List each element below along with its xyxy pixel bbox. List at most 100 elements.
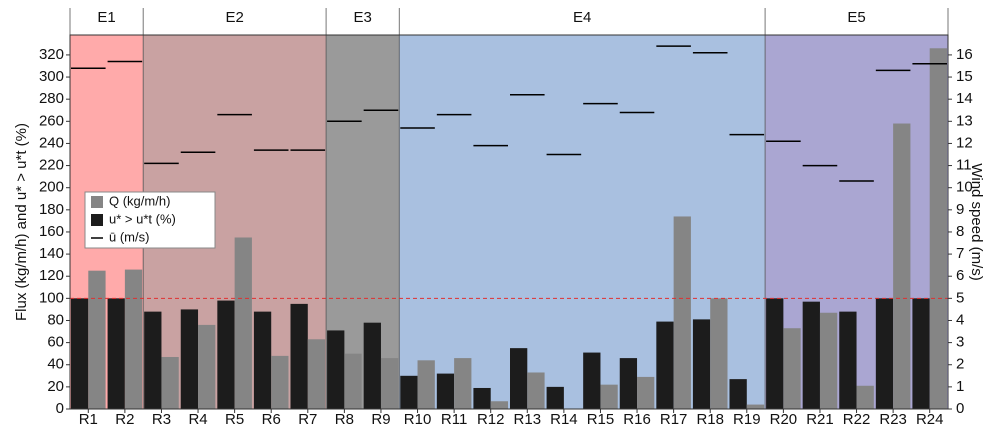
y-tick-label: 40 <box>47 356 64 373</box>
x-tick-label: R6 <box>262 411 281 428</box>
x-tick-label: R16 <box>623 411 651 428</box>
x-tick-label: R4 <box>188 411 207 428</box>
x-tick-label: R23 <box>879 411 907 428</box>
bar <box>856 385 874 409</box>
bar <box>746 404 765 409</box>
x-tick-label: R22 <box>843 411 871 428</box>
bar <box>510 348 528 409</box>
x-tick-label: R11 <box>441 411 467 428</box>
y-tick-label: 160 <box>39 223 64 240</box>
x-tick-label: R2 <box>115 411 134 428</box>
x-tick-label: R3 <box>152 411 171 428</box>
bar <box>198 324 216 409</box>
bar <box>656 321 674 409</box>
bar <box>71 298 89 409</box>
group-label: E2 <box>225 9 243 26</box>
y2-tick-label: 3 <box>956 334 964 351</box>
y2-tick-label: 10 <box>956 179 973 196</box>
x-tick-label: R24 <box>916 411 944 428</box>
legend-box <box>84 191 216 249</box>
bar <box>783 328 801 409</box>
y2-tick-label: 13 <box>956 112 973 129</box>
bar <box>673 216 691 409</box>
bar <box>912 298 930 409</box>
bar <box>180 309 199 409</box>
y-tick-label: 20 <box>47 378 64 395</box>
y-tick-label: 60 <box>47 334 64 351</box>
bar <box>546 386 564 409</box>
x-tick-label: R10 <box>404 411 432 428</box>
bar <box>307 339 326 409</box>
bar <box>234 237 252 409</box>
x-tick-label: R1 <box>79 411 98 428</box>
y-tick-label: 80 <box>47 311 64 328</box>
bar <box>417 360 435 409</box>
x-tick-label: R5 <box>225 411 244 428</box>
bar <box>327 330 345 409</box>
bar <box>88 270 106 409</box>
bar <box>344 353 362 409</box>
x-tick-label: R13 <box>514 411 542 428</box>
legend-swatch <box>91 214 103 226</box>
y-tick-label: 220 <box>39 157 64 174</box>
bar <box>380 358 399 409</box>
group-label: E4 <box>573 9 591 26</box>
y2-tick-label: 7 <box>956 245 964 262</box>
bar <box>729 379 747 409</box>
y-tick-label: 140 <box>39 245 64 262</box>
bar <box>161 356 179 409</box>
y2-tick-label: 15 <box>956 68 973 85</box>
bar <box>600 384 618 409</box>
group-label: E3 <box>353 9 371 26</box>
bar <box>217 300 235 409</box>
bar <box>454 358 472 409</box>
y2-axis-label: Wind speed (m/s) <box>968 163 985 281</box>
x-tick-label: R21 <box>806 411 834 428</box>
y2-tick-label: 5 <box>956 289 964 306</box>
y-tick-label: 120 <box>39 267 64 284</box>
bar <box>692 319 711 409</box>
x-tick-label: R7 <box>298 411 317 428</box>
y2-tick-label: 11 <box>956 157 972 174</box>
x-tick-label: R12 <box>477 411 505 428</box>
y-tick-label: 280 <box>39 90 64 107</box>
x-tick-label: R19 <box>733 411 761 428</box>
bar <box>124 269 143 409</box>
legend-swatch <box>91 196 103 208</box>
bar <box>583 352 601 409</box>
x-tick-label: R8 <box>335 411 354 428</box>
y2-tick-label: 4 <box>956 311 964 328</box>
x-tick-label: R17 <box>660 411 688 428</box>
y-tick-label: 240 <box>39 134 64 151</box>
group-label: E5 <box>847 9 865 26</box>
y2-tick-label: 9 <box>956 201 964 218</box>
x-tick-label: R15 <box>587 411 615 428</box>
y-tick-label: 200 <box>39 179 64 196</box>
bar <box>839 311 857 409</box>
bar <box>473 387 491 409</box>
y-tick-label: 320 <box>39 46 64 63</box>
bar <box>819 312 838 409</box>
x-tick-label: R18 <box>696 411 724 428</box>
bar <box>802 301 820 409</box>
legend-label: ū (m/s) <box>109 229 149 244</box>
x-tick-label: R14 <box>550 411 578 428</box>
legend-label: u* > u*t (%) <box>109 211 176 226</box>
bar <box>929 48 947 409</box>
x-tick-label: R20 <box>770 411 798 428</box>
bar <box>875 298 894 409</box>
bar <box>253 311 272 409</box>
bar <box>710 298 728 409</box>
bar <box>527 372 545 409</box>
bar <box>400 375 418 409</box>
bar <box>107 298 125 409</box>
y2-tick-label: 8 <box>956 223 964 240</box>
bar <box>436 373 455 409</box>
y2-tick-label: 16 <box>956 46 973 63</box>
bar <box>893 123 911 409</box>
y-tick-label: 180 <box>39 201 64 218</box>
bar <box>290 303 308 409</box>
bar <box>271 355 289 409</box>
